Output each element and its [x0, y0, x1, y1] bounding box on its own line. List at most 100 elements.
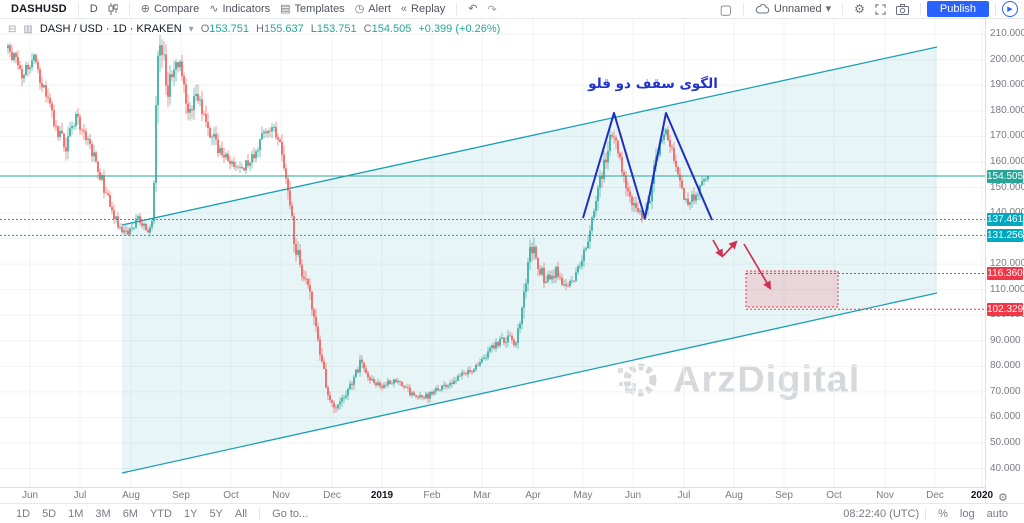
percent-scale-button[interactable]: %: [938, 507, 948, 520]
double-top-pattern-line[interactable]: [582, 112, 713, 221]
candle-body: [575, 272, 577, 281]
candle-body: [21, 68, 23, 79]
settings-button[interactable]: ⚙: [849, 3, 870, 15]
candle-body: [505, 342, 507, 343]
candle-body: [423, 396, 425, 399]
source-bars-icon[interactable]: ▥: [23, 23, 33, 35]
candle-body: [351, 383, 353, 385]
candle-body: [201, 99, 203, 114]
candle-body: [353, 376, 355, 385]
publish-button[interactable]: Publish: [926, 1, 989, 17]
candle-body: [477, 365, 479, 366]
range-6M[interactable]: 6M: [122, 507, 138, 520]
candle-body: [393, 379, 395, 384]
screenshot-button[interactable]: [891, 3, 914, 15]
symbol-title[interactable]: DASH / USD · 1D · KRAKEN: [39, 23, 182, 35]
candle-body: [507, 335, 509, 343]
range-YTD[interactable]: YTD: [149, 507, 172, 520]
candle-body: [305, 278, 307, 280]
projection-arrow[interactable]: [743, 243, 772, 290]
time-axis[interactable]: Jun Jul Aug Sep Oct Nov Dec 2019 Feb Mar Apr May Jun…: [0, 487, 993, 503]
candle-body: [321, 354, 323, 362]
interval-button[interactable]: D: [85, 3, 103, 15]
chevron-down-icon[interactable]: ▾: [188, 23, 194, 35]
candle-body: [15, 52, 17, 58]
symbol-search-button[interactable]: DASHUSD: [6, 3, 72, 15]
candle-body: [375, 382, 377, 386]
target-zone-box[interactable]: [745, 270, 839, 308]
candle-body: [187, 103, 189, 113]
axis-settings-gear-icon[interactable]: ⚙: [998, 492, 1008, 504]
candle-body: [573, 280, 575, 282]
undo-button[interactable]: ↶: [463, 3, 482, 15]
candles-layer: [7, 35, 709, 414]
candle-body: [373, 379, 375, 383]
candle-body: [705, 179, 707, 180]
clock-utc[interactable]: 08:22:40 (UTC): [843, 507, 920, 520]
candle-body: [683, 188, 685, 200]
candle-body: [135, 218, 137, 228]
fullscreen-button[interactable]: [870, 3, 891, 15]
projection-arrow[interactable]: [722, 240, 738, 257]
indicators-button[interactable]: ∿ Indicators: [204, 3, 275, 15]
candle-body: [549, 274, 551, 280]
range-All[interactable]: All: [234, 507, 248, 520]
log-scale-button[interactable]: log: [959, 507, 975, 520]
candle-body: [471, 371, 473, 373]
range-1D[interactable]: 1D: [16, 507, 31, 520]
candle-body: [453, 380, 455, 384]
templates-button[interactable]: ▤ Templates: [275, 3, 350, 15]
projection-arrow[interactable]: [712, 239, 724, 258]
time-axis-label: Sep: [172, 490, 190, 501]
candle-body: [427, 393, 429, 399]
candle-body: [681, 180, 683, 189]
level-price-label: 131.256: [987, 228, 1024, 242]
candle-body: [651, 183, 653, 202]
time-axis-label: Jul: [73, 490, 87, 501]
candle-body: [503, 337, 505, 343]
auto-scale-button[interactable]: auto: [986, 507, 1008, 520]
candle-body: [697, 194, 699, 196]
candle-body: [31, 60, 33, 68]
candle-body: [265, 131, 267, 134]
redo-button[interactable]: ↷: [483, 3, 502, 16]
save-layout-button[interactable]: Unnamed ▾: [750, 3, 836, 15]
candle-body: [597, 187, 599, 202]
range-1M[interactable]: 1M: [68, 507, 84, 520]
collapse-icon[interactable]: ⊟: [8, 23, 17, 35]
channel-upper-line[interactable]: [121, 46, 938, 226]
price-axis[interactable]: ⚙ 40.000 50.000 60.000 70.000 80.000 90.000 10…: [985, 19, 1024, 504]
candle-body: [171, 74, 173, 78]
candle-body: [9, 45, 11, 52]
candlestick-chart[interactable]: [0, 19, 985, 487]
chart-style-button[interactable]: [103, 3, 123, 15]
candle-body: [251, 154, 253, 163]
price-tick-label: 170.000: [990, 130, 1024, 142]
candle-body: [379, 382, 381, 387]
candle-body: [605, 159, 607, 163]
candle-body: [607, 151, 609, 163]
layout-button[interactable]: ▢: [715, 3, 737, 16]
compare-button[interactable]: ⊕ Compare: [136, 3, 204, 15]
goto-button[interactable]: Go to...: [272, 507, 309, 520]
candle-body: [141, 223, 143, 226]
candle-body: [29, 67, 31, 70]
candle-body: [613, 136, 615, 138]
range-1Y[interactable]: 1Y: [183, 507, 198, 520]
candle-body: [415, 395, 417, 397]
candle-body: [401, 381, 403, 386]
minimize-toolbar-button[interactable]: ▶: [1002, 1, 1018, 17]
candle-body: [57, 126, 59, 137]
candle-body: [497, 342, 499, 346]
alert-button[interactable]: ◷ Alert: [350, 3, 396, 15]
candle-body: [263, 131, 265, 134]
replay-button[interactable]: « Replay: [396, 3, 450, 15]
range-3M[interactable]: 3M: [95, 507, 111, 520]
range-5Y[interactable]: 5Y: [209, 507, 223, 520]
candle-body: [283, 154, 285, 169]
channel-lower-line[interactable]: [121, 292, 938, 474]
range-5D[interactable]: 5D: [42, 507, 57, 520]
candle-body: [243, 168, 245, 171]
candle-body: [247, 160, 249, 166]
candle-body: [461, 372, 463, 376]
